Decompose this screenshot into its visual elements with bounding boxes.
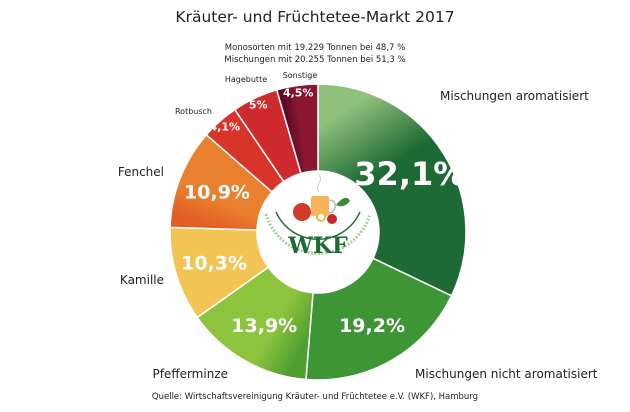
slice-percent-label: 4,1% — [209, 120, 240, 133]
logo-acronym: WKF — [287, 233, 348, 259]
slice-percent-label: 4,5% — [283, 86, 314, 99]
slice-percent-label: 13,9% — [231, 315, 297, 337]
logo-arc — [275, 211, 361, 240]
slice-percent-label: 32,1% — [354, 155, 465, 193]
chamomile-icon — [316, 212, 326, 222]
slice-category-label: Sonstige — [283, 71, 318, 80]
chart-title: Kräuter- und Früchtetee-Markt 2017 — [175, 8, 455, 26]
slice-percent-label: 10,9% — [184, 181, 250, 203]
slice-category-label: Rotbusch — [175, 107, 212, 116]
leaf-icon — [336, 197, 350, 207]
slice-category-label: Fenchel — [118, 165, 164, 179]
chart-subtitle-mischungen: Mischungen mit 20.255 Tonnen bei 51,3 % — [224, 55, 406, 65]
slice-category-label: Pfefferminze — [152, 367, 228, 381]
source-note: Quelle: Wirtschaftsvereinigung Kräuter- … — [151, 392, 479, 402]
slice-mischungen-nicht-aromatisiert — [305, 257, 453, 381]
slice-percent-label: 5% — [249, 98, 268, 111]
slice-category-label: Hagebutte — [225, 75, 267, 84]
apple-icon — [293, 203, 311, 221]
slice-percent-label: 10,3% — [181, 252, 247, 274]
chart-subtitle-monosorten: Monosorten mit 19.229 Tonnen bei 48,7 % — [224, 43, 406, 53]
tea-cup-icon — [311, 174, 336, 216]
slice-percent-label: 19,2% — [339, 315, 405, 337]
slice-category-label: Mischungen aromatisiert — [440, 89, 589, 103]
slice-category-label: Mischungen nicht aromatisiert — [415, 367, 598, 381]
logo-lettering-mark — [264, 213, 372, 255]
wkf-logo: WKF — [257, 171, 379, 293]
rosehip-icon — [327, 214, 337, 224]
slice-category-label: Kamille — [120, 273, 164, 287]
